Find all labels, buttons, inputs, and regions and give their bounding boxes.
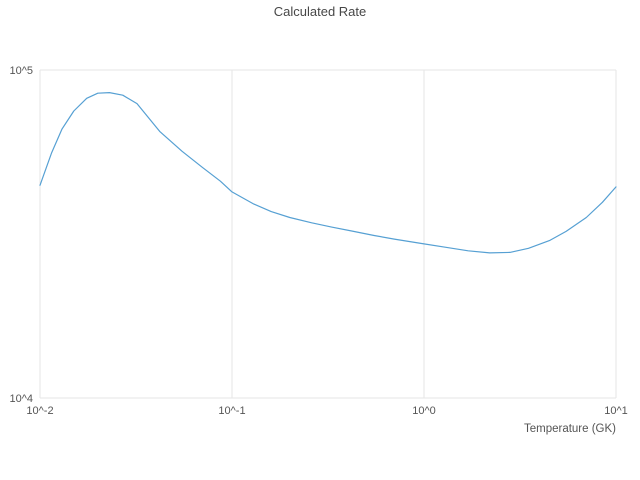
x-tick-label: 10^-1 — [218, 405, 245, 417]
x-tick-label: 10^0 — [412, 405, 436, 417]
y-tick-label: 10^5 — [9, 65, 33, 77]
series-line-calculated-rate — [39, 92, 617, 254]
x-tick-label: 10^1 — [604, 405, 628, 417]
x-tick-label: 10^-2 — [26, 405, 53, 417]
chart-title: Calculated Rate — [273, 4, 367, 19]
x-axis-label: Temperature (GK) — [523, 423, 616, 435]
y-tick-label: 10^4 — [9, 393, 33, 405]
